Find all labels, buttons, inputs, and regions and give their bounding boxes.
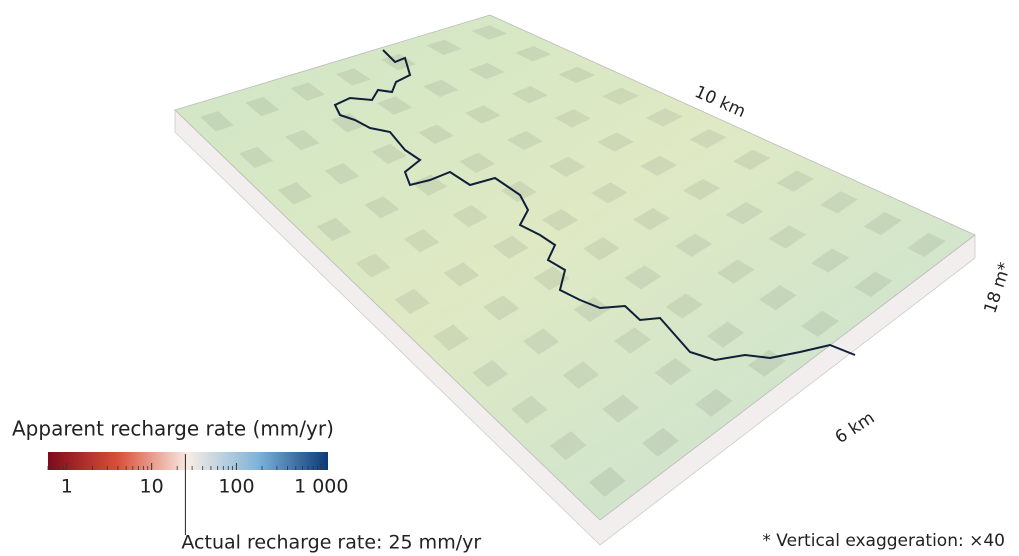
tick-label: 1	[61, 476, 73, 498]
tick-label: 100	[218, 476, 254, 498]
figure: 10 km 6 km 18 m* Apparent recharge rate …	[0, 0, 1019, 556]
tick-label: 10	[140, 476, 164, 498]
tick-label: 1 000	[294, 476, 348, 498]
width-label: 6 km	[832, 408, 879, 448]
note: * Vertical exaggeration: ×40	[762, 531, 1005, 551]
colorbar-bar	[48, 452, 328, 470]
actual-rate-label: Actual recharge rate: 25 mm/yr	[181, 532, 481, 554]
colorbar: 1 10 100 1 000 Actual recharge rate: 25 mm/y…	[48, 452, 481, 554]
colorbar-title: Apparent recharge rate (mm/yr)	[12, 417, 334, 441]
depth-label: 18 m*	[980, 260, 1015, 316]
